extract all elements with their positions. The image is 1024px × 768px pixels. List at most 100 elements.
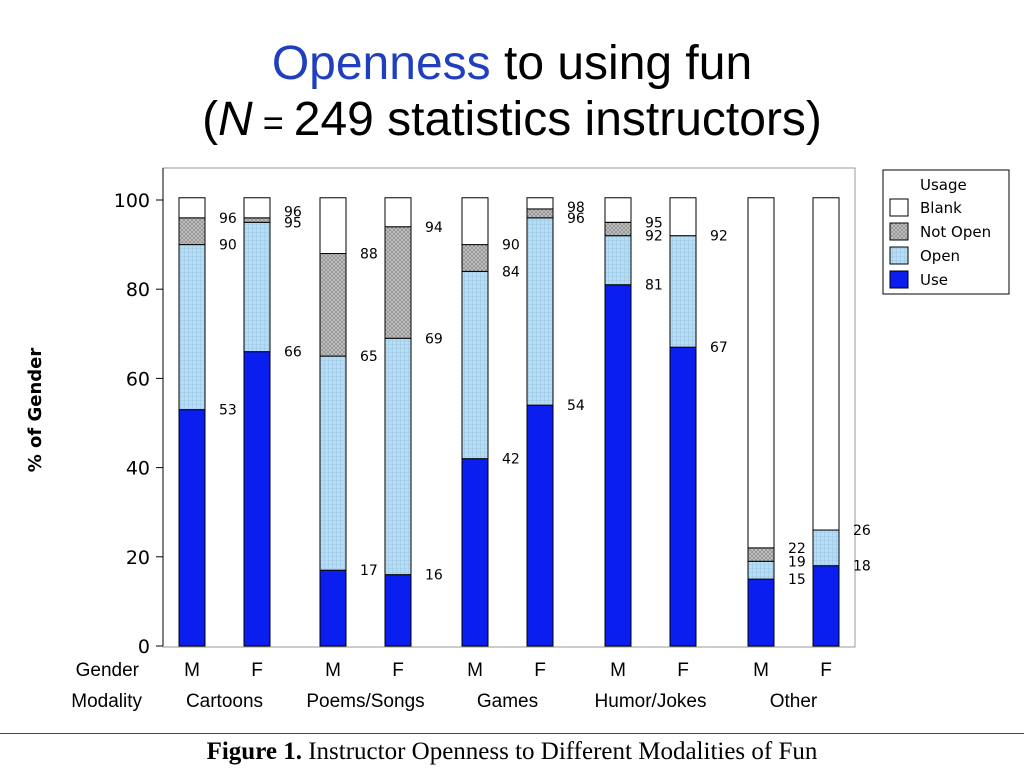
- y-tick-label: 0: [138, 636, 150, 658]
- data-label: 81: [645, 278, 663, 294]
- data-label: 90: [502, 238, 520, 254]
- bar-blank: [319, 197, 347, 255]
- title-equals: =: [252, 102, 294, 143]
- data-label: 98: [567, 200, 585, 216]
- bar-open: [461, 270, 489, 460]
- modality-tick-label: Games: [477, 691, 538, 712]
- y-tick-label: 60: [126, 368, 150, 390]
- bar-blank: [243, 197, 271, 219]
- bar-open: [243, 221, 271, 353]
- data-label: 96: [219, 211, 237, 227]
- legend-item-label: Open: [920, 247, 960, 265]
- modality-tick-label: Other: [770, 691, 818, 712]
- data-label: 90: [219, 238, 237, 254]
- bar-not-open: [243, 217, 271, 223]
- bar-open: [604, 235, 632, 286]
- gender-tick-label: F: [820, 660, 832, 681]
- data-label: 18: [853, 559, 871, 575]
- data-label: 42: [502, 452, 520, 468]
- bars: [178, 197, 840, 647]
- legend-item-label: Not Open: [920, 223, 991, 241]
- data-label: 92: [645, 229, 663, 245]
- data-label: 94: [425, 220, 443, 236]
- bar-not-open: [319, 253, 347, 357]
- title-paren: (: [202, 93, 219, 146]
- gender-tick-label: M: [753, 660, 769, 681]
- data-label: 96: [284, 204, 302, 220]
- bar-use: [812, 565, 840, 647]
- bar-open: [319, 355, 347, 571]
- bar-not-open: [747, 547, 775, 562]
- modality-tick-label: Poems/Songs: [306, 691, 424, 712]
- bar-use: [178, 409, 206, 647]
- modality-tick-label: Cartoons: [186, 691, 263, 712]
- modality-tick-label: Humor/Jokes: [595, 691, 707, 712]
- title-line-1: Openness to using fun: [0, 36, 1024, 92]
- bar-blank: [747, 197, 775, 549]
- data-label: 53: [219, 403, 237, 419]
- gender-tick-label: F: [534, 660, 546, 681]
- data-label: 96: [567, 211, 585, 227]
- data-label: 26: [853, 523, 871, 539]
- bar-use: [319, 569, 347, 647]
- bar-blank: [461, 197, 489, 246]
- data-label: 54: [567, 398, 585, 414]
- caption-label: Figure 1.: [206, 738, 302, 765]
- gender-tick-label: M: [467, 660, 483, 681]
- data-label: 95: [645, 215, 663, 231]
- legend-item-label: Use: [920, 271, 948, 289]
- bar-blank: [178, 197, 206, 219]
- data-label: 15: [788, 572, 806, 588]
- bar-open: [384, 337, 412, 576]
- title-line-2: (N = 249 statistics instructors): [0, 92, 1024, 151]
- data-label: 22: [788, 541, 806, 557]
- gender-tick-label: F: [392, 660, 404, 681]
- bar-use: [747, 578, 775, 647]
- data-label: 88: [360, 247, 378, 263]
- bar-open: [812, 529, 840, 567]
- data-labels: 5390966695961765881669944284905496988192…: [219, 200, 871, 588]
- gender-tick-label: M: [184, 660, 200, 681]
- legend-swatch-blank: [889, 198, 909, 217]
- data-label: 19: [788, 554, 806, 570]
- data-label: 67: [710, 340, 728, 356]
- legend: Usage Blank Not Open Open Use: [882, 169, 1010, 295]
- y-tick-label: 100: [114, 190, 150, 212]
- data-label: 65: [360, 349, 378, 365]
- bar-not-open: [604, 221, 632, 237]
- data-label: 17: [360, 563, 378, 579]
- title-rest: to using fun: [490, 37, 753, 90]
- bar-open: [669, 235, 697, 348]
- modality-row-label: Modality: [71, 691, 142, 712]
- bar-open: [526, 217, 554, 406]
- gender-tick-label: F: [251, 660, 263, 681]
- data-label: 66: [284, 345, 302, 361]
- gender-row-label: Gender: [76, 660, 140, 681]
- y-tick-label: 20: [126, 547, 150, 569]
- y-tick-label: 40: [126, 458, 150, 480]
- gender-tick-label: F: [677, 660, 689, 681]
- gender-tick-label: M: [610, 660, 626, 681]
- bar-not-open: [526, 208, 554, 219]
- y-axis-title: % of Gender: [25, 348, 46, 473]
- legend-title: Usage: [920, 176, 967, 194]
- bar-open: [178, 244, 206, 411]
- bar-not-open: [178, 217, 206, 246]
- legend-item-label: Blank: [920, 199, 962, 217]
- legend-swatch-open: [889, 246, 909, 265]
- y-axis: 0 20 40 60 80 100 % of Gender: [25, 168, 164, 658]
- title-n: N: [218, 93, 253, 146]
- data-label: 69: [425, 331, 443, 347]
- data-label: 92: [710, 229, 728, 245]
- legend-swatch-not-open: [889, 222, 909, 241]
- bar-blank: [812, 197, 840, 531]
- bar-use: [669, 346, 697, 647]
- bar-not-open: [384, 226, 412, 339]
- title-sample: 249 statistics instructors): [293, 93, 822, 146]
- figure-caption: Figure 1. Instructor Openness to Differe…: [0, 738, 1024, 766]
- data-label: 84: [502, 264, 520, 280]
- bar-blank: [526, 197, 554, 210]
- bar-use: [461, 458, 489, 647]
